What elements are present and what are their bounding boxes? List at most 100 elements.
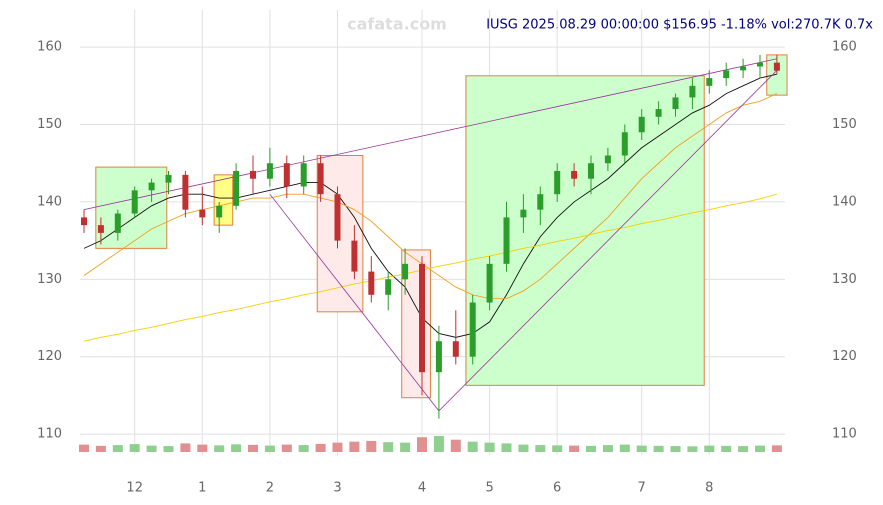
volume-bar — [687, 446, 698, 452]
trendline — [83, 58, 777, 211]
candle-body — [97, 225, 104, 233]
candle-body — [740, 66, 747, 71]
candle-body — [233, 170, 240, 206]
x-tick-label: 7 — [638, 481, 646, 496]
candle-body — [486, 263, 493, 303]
y-tick-label: 150 — [37, 117, 62, 132]
candle-body — [588, 163, 594, 179]
zone — [465, 75, 705, 386]
volume-bar — [755, 445, 765, 452]
volume-bar — [417, 437, 427, 452]
volume-bar — [349, 441, 360, 452]
candle-body — [621, 132, 628, 156]
y-tick-label-right: 140 — [832, 194, 857, 209]
volume-bar — [248, 444, 258, 452]
candle-body — [266, 163, 273, 179]
candle-body — [419, 263, 425, 373]
candle-body — [385, 279, 392, 295]
candle-body — [368, 271, 375, 295]
candle-body — [757, 62, 763, 67]
volume-bar — [332, 442, 343, 452]
trendline — [269, 193, 440, 412]
volume-bar — [771, 445, 782, 452]
volume-bar — [653, 445, 664, 452]
y-tick-label-right: 150 — [832, 117, 857, 132]
x-tick-label: 5 — [485, 481, 493, 496]
volume-bar — [315, 443, 326, 452]
volume-bar — [281, 444, 292, 452]
volume-bar — [433, 436, 444, 452]
volume-bar — [298, 445, 309, 452]
y-tick-label-right: 110 — [832, 427, 857, 442]
candle-body — [250, 170, 256, 179]
candle-body — [689, 85, 696, 98]
candle-body — [283, 163, 290, 187]
x-tick-label: 12 — [126, 481, 143, 496]
volume-bar — [586, 445, 596, 452]
candle-body — [199, 209, 206, 218]
candle-body — [402, 263, 409, 280]
volume-bar — [400, 442, 411, 452]
x-tick-label: 1 — [198, 481, 206, 496]
volume-bar — [602, 445, 613, 452]
x-tick-label: 8 — [705, 481, 713, 496]
candle-body — [435, 341, 442, 373]
candle-body — [503, 217, 510, 264]
volume-bar — [264, 445, 275, 452]
volume-bar — [721, 445, 732, 452]
volume-bar — [484, 442, 495, 452]
candle-body — [554, 170, 561, 195]
y-tick-label: 130 — [37, 272, 62, 287]
candle-body — [131, 190, 138, 214]
volume-bar — [619, 444, 630, 452]
candle-body — [571, 170, 578, 179]
x-tick-label: 6 — [553, 481, 561, 496]
candle-body — [723, 70, 730, 79]
candle-body — [452, 341, 459, 357]
trendline — [438, 70, 778, 412]
x-tick-label: 4 — [418, 481, 426, 496]
volume-bar — [636, 445, 647, 452]
volume-bar — [95, 445, 106, 452]
candle-body — [114, 213, 121, 233]
volume-bar — [231, 444, 242, 452]
volume-bar — [535, 445, 546, 452]
volume-bar — [163, 446, 174, 452]
chart-title: IUSG 2025.08.29 00:00:00 $156.95 -1.18% … — [486, 18, 873, 33]
y-tick-label-right: 120 — [832, 349, 857, 364]
candle-body — [351, 240, 358, 272]
volume-bar — [501, 443, 512, 452]
volume-bar — [180, 443, 191, 452]
candle-body — [655, 109, 662, 117]
volume-bar — [569, 445, 580, 452]
y-tick-label: 120 — [37, 349, 62, 364]
volume-bar — [214, 445, 225, 452]
y-tick-label-right: 160 — [832, 40, 857, 55]
candle-body — [537, 194, 544, 210]
volume-bar — [467, 441, 478, 452]
volume-bar — [738, 446, 749, 452]
candle-body — [182, 174, 189, 210]
y-tick-label: 160 — [37, 40, 62, 55]
volume-bar — [366, 440, 377, 452]
y-tick-label: 140 — [37, 194, 62, 209]
candle-body — [604, 155, 611, 164]
candle-body — [81, 217, 87, 226]
volume-bar — [552, 445, 563, 452]
candle-body — [773, 62, 780, 71]
candle-body — [334, 194, 341, 241]
zone — [95, 166, 168, 249]
candle-body — [469, 302, 476, 357]
candle-body — [672, 97, 679, 110]
volume-bar — [450, 439, 461, 452]
candle-body — [216, 205, 223, 218]
volume-bar — [518, 444, 529, 452]
watermark: cafata.com — [347, 15, 447, 34]
ma-line — [83, 73, 778, 338]
volume-bar — [146, 445, 157, 452]
y-tick-label-right: 130 — [832, 272, 857, 287]
x-tick-label: 3 — [333, 481, 341, 496]
candle-body — [706, 78, 713, 86]
candle-body — [148, 182, 155, 191]
